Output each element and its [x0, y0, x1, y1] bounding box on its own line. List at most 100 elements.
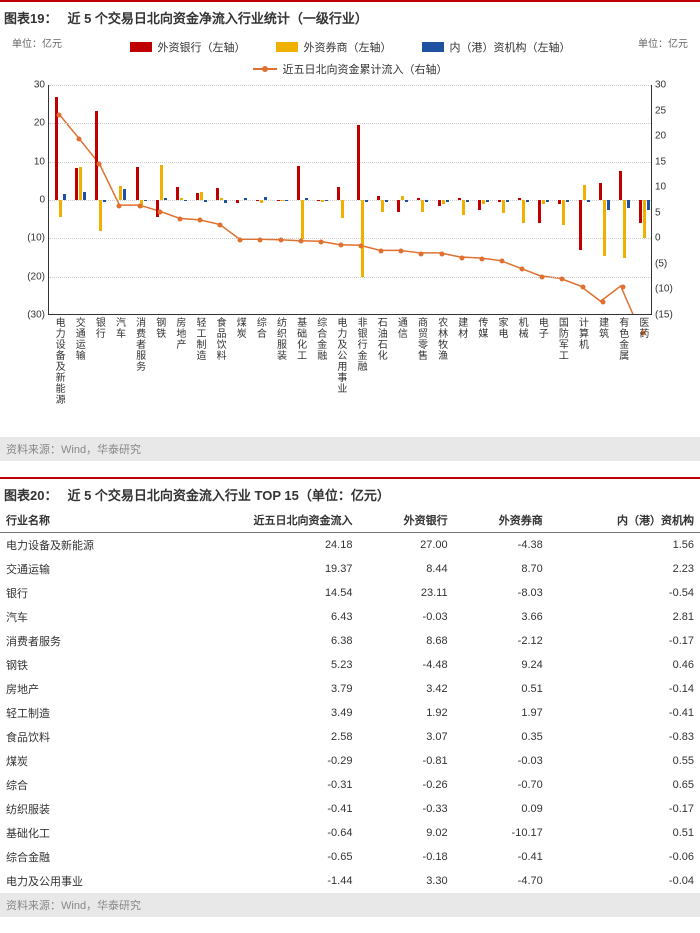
table-row: 煤炭-0.29-0.81-0.030.55 — [0, 749, 700, 773]
bar-broker — [260, 200, 263, 203]
unit-left: 单位：亿元 — [12, 35, 62, 50]
bar-hk — [63, 194, 66, 200]
category-label: 机械 — [516, 317, 526, 339]
cell: -0.41 — [170, 797, 359, 821]
line-marker — [580, 284, 585, 289]
table-row: 轻工制造3.491.921.97-0.41 — [0, 701, 700, 725]
cell: -2.12 — [454, 629, 549, 653]
legend-label: 近五日北向资金累计流入（右轴） — [283, 61, 448, 77]
category-label: 综合金融 — [315, 317, 325, 361]
line-marker — [218, 223, 223, 228]
bar-broker — [643, 200, 646, 238]
cell: 0.35 — [454, 725, 549, 749]
cell: 综合 — [0, 773, 170, 797]
category-label: 建材 — [456, 317, 466, 339]
bar-hk — [647, 200, 650, 210]
line-marker — [540, 274, 545, 279]
cell: 0.65 — [549, 773, 700, 797]
cell: -0.64 — [170, 821, 359, 845]
cell: 3.66 — [454, 605, 549, 629]
legend-label: 外资银行（左轴） — [158, 39, 246, 55]
table-row: 综合金融-0.65-0.18-0.41-0.06 — [0, 845, 700, 869]
bar-bank — [458, 198, 461, 200]
bar-hk — [607, 200, 610, 210]
bar-hk — [244, 198, 247, 200]
ytick-right: 10 — [655, 182, 683, 193]
category-label: 家电 — [496, 317, 506, 339]
col-header: 近五日北向资金流入 — [170, 508, 359, 533]
bar-bank — [256, 200, 259, 201]
cell: 8.70 — [454, 557, 549, 581]
line-marker — [258, 237, 263, 242]
bar-bank — [95, 111, 98, 200]
bar-hk — [506, 200, 509, 202]
cell: -0.06 — [549, 845, 700, 869]
table-row: 电力及公用事业-1.443.30-4.70-0.04 — [0, 869, 700, 893]
cell: -0.17 — [549, 629, 700, 653]
line-marker — [238, 237, 243, 242]
cell: -4.70 — [454, 869, 549, 893]
ytick-left: (30) — [17, 310, 45, 321]
bar-broker — [482, 200, 485, 204]
bar-hk — [425, 200, 428, 202]
line-marker — [198, 218, 203, 223]
bar-bank — [558, 200, 561, 204]
ytick-right: 20 — [655, 131, 683, 142]
cell: -0.83 — [549, 725, 700, 749]
bar-broker — [200, 192, 203, 200]
chart19-title: 图表19： 近 5 个交易日北向资金净流入行业统计（一级行业） — [0, 0, 700, 31]
cell: 3.79 — [170, 677, 359, 701]
line-marker — [439, 251, 444, 256]
category-label: 电力及公用事业 — [335, 317, 345, 394]
cell: 2.23 — [549, 557, 700, 581]
table-row: 交通运输19.378.448.702.23 — [0, 557, 700, 581]
cell: -0.81 — [358, 749, 453, 773]
bar-hk — [204, 200, 207, 202]
line-marker — [600, 300, 605, 305]
table20: 行业名称近五日北向资金流入外资银行外资券商内（港）资机构 电力设备及新能源24.… — [0, 508, 700, 893]
legend-item: 外资券商（左轴） — [276, 39, 392, 55]
cell: 8.44 — [358, 557, 453, 581]
cell: 基础化工 — [0, 821, 170, 845]
cell: 9.02 — [358, 821, 453, 845]
bar-bank — [337, 187, 340, 200]
ytick-right: 5 — [655, 207, 683, 218]
cell: 5.23 — [170, 653, 359, 677]
category-label: 煤炭 — [234, 317, 244, 339]
category-label: 非银行金融 — [355, 317, 365, 372]
table-row: 电力设备及新能源24.1827.00-4.381.56 — [0, 533, 700, 558]
bar-hk — [627, 200, 630, 208]
cell: 27.00 — [358, 533, 453, 558]
line-marker — [459, 255, 464, 260]
category-label: 电子 — [536, 317, 546, 339]
cell: 1.97 — [454, 701, 549, 725]
cell: -0.54 — [549, 581, 700, 605]
cell: 综合金融 — [0, 845, 170, 869]
ytick-right: (5) — [655, 258, 683, 269]
cell: 23.11 — [358, 581, 453, 605]
x-categories: 电力设备及新能源交通运输银行汽车消费者服务钢铁房地产轻工制造食品饮料煤炭综合纺织… — [48, 315, 652, 435]
cell: 电力及公用事业 — [0, 869, 170, 893]
bar-broker — [562, 200, 565, 225]
cell: 银行 — [0, 581, 170, 605]
cell: 9.24 — [454, 653, 549, 677]
bar-hk — [285, 200, 288, 201]
bar-bank — [619, 171, 622, 200]
legend: 外资银行（左轴）外资券商（左轴）内（港）资机构（左轴）近五日北向资金累计流入（右… — [90, 39, 610, 77]
bar-bank — [538, 200, 541, 223]
bar-broker — [180, 198, 183, 200]
line-marker — [97, 162, 102, 167]
cell: 19.37 — [170, 557, 359, 581]
cell: -0.41 — [454, 845, 549, 869]
cell: 钢铁 — [0, 653, 170, 677]
bar-bank — [136, 167, 139, 200]
category-label: 石油石化 — [375, 317, 385, 361]
bar-hk — [123, 189, 126, 200]
cell: 房地产 — [0, 677, 170, 701]
bar-broker — [59, 200, 62, 217]
bar-broker — [502, 200, 505, 213]
cell: 1.56 — [549, 533, 700, 558]
bar-hk — [566, 200, 569, 202]
legend-item: 近五日北向资金累计流入（右轴） — [253, 61, 448, 77]
cell: 0.55 — [549, 749, 700, 773]
